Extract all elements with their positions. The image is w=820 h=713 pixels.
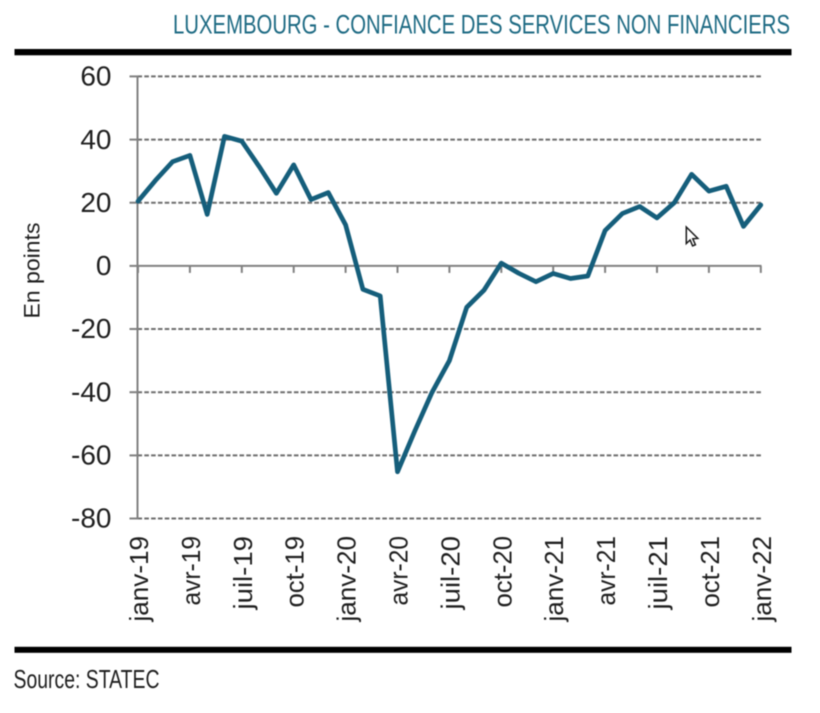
svg-text:janv-21: janv-21 <box>539 536 569 623</box>
svg-text:janv-19: janv-19 <box>124 536 154 623</box>
svg-text:oct-21: oct-21 <box>695 536 725 608</box>
svg-text:juil-21: juil-21 <box>643 536 673 611</box>
svg-text:En points: En points <box>20 223 45 319</box>
svg-text:avr-21: avr-21 <box>591 536 621 606</box>
svg-text:juil-20: juil-20 <box>435 536 465 611</box>
svg-text:janv-20: janv-20 <box>332 536 362 623</box>
svg-text:0: 0 <box>96 250 112 281</box>
svg-text:janv-22: janv-22 <box>747 536 777 623</box>
svg-text:avr-20: avr-20 <box>384 536 414 606</box>
svg-text:60: 60 <box>80 61 111 92</box>
svg-text:-60: -60 <box>71 440 111 471</box>
svg-text:juil-19: juil-19 <box>228 536 258 611</box>
svg-text:oct-20: oct-20 <box>487 536 517 608</box>
svg-text:-40: -40 <box>71 376 111 407</box>
svg-text:LUXEMBOURG - CONFIANCE DES SER: LUXEMBOURG - CONFIANCE DES SERVICES NON … <box>173 10 790 40</box>
svg-text:-80: -80 <box>71 503 111 534</box>
svg-text:20: 20 <box>80 187 111 218</box>
svg-text:-20: -20 <box>71 313 111 344</box>
svg-text:40: 40 <box>80 124 111 155</box>
svg-text:oct-19: oct-19 <box>280 536 310 608</box>
svg-text:avr-19: avr-19 <box>176 536 206 606</box>
svg-text:Source: STATEC: Source: STATEC <box>14 664 160 694</box>
